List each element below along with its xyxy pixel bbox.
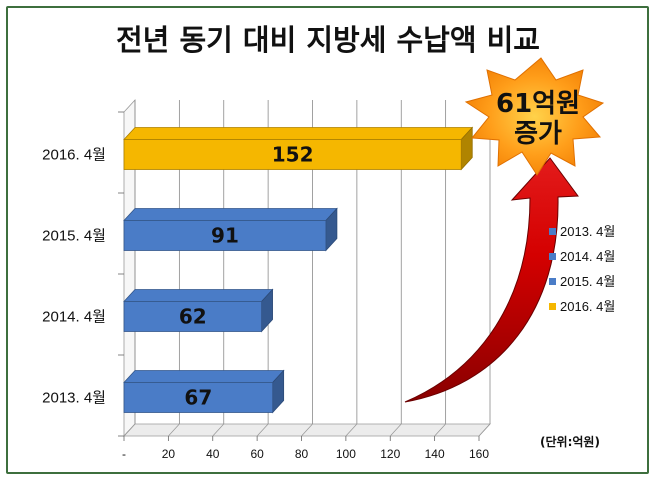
bar bbox=[123, 301, 262, 332]
floor-gridline bbox=[123, 423, 136, 437]
increase-arrow bbox=[404, 157, 579, 403]
floor-gridline bbox=[389, 423, 402, 437]
bars-layer: 67 62 91 152 bbox=[123, 126, 474, 414]
chart-title: 전년 동기 대비 지방세 수납액 비교 bbox=[116, 23, 540, 57]
data-label: 91 bbox=[211, 224, 239, 248]
bar bbox=[123, 382, 274, 413]
x-tick-label: 40 bbox=[206, 447, 220, 461]
annotation-line2: 증가 bbox=[514, 119, 562, 149]
bar-top-face bbox=[123, 289, 274, 302]
floor-gridline bbox=[212, 423, 225, 437]
legend-label: 2014. 4월 bbox=[560, 249, 615, 264]
data-label: 62 bbox=[179, 305, 207, 329]
annotation-line1: 61억원 bbox=[496, 89, 580, 119]
legend-swatch bbox=[549, 228, 556, 235]
x-tick-label: - bbox=[122, 447, 126, 461]
x-tick-label: 160 bbox=[469, 447, 489, 461]
plot-back-wall bbox=[135, 100, 512, 424]
x-tick-label: 80 bbox=[295, 447, 309, 461]
bar bbox=[123, 139, 462, 170]
legend-label: 2016. 4월 bbox=[560, 299, 615, 314]
x-tick-label: 60 bbox=[250, 447, 264, 461]
bar-top-face bbox=[123, 370, 285, 383]
x-tick-label: 140 bbox=[425, 447, 445, 461]
floor-gridline bbox=[434, 423, 446, 437]
floor-gridline bbox=[301, 423, 313, 437]
floor-gridline bbox=[168, 423, 180, 437]
x-tick-label: 120 bbox=[380, 447, 400, 461]
data-label: 152 bbox=[272, 143, 314, 167]
category-label: 2015. 4월 bbox=[42, 228, 106, 245]
legend-label: 2015. 4월 bbox=[560, 274, 615, 289]
x-tick-label: 20 bbox=[162, 447, 176, 461]
legend-swatch bbox=[549, 303, 556, 310]
legend-swatch bbox=[549, 253, 556, 260]
legend: 2013. 4월 2014. 4월 2015. 4월 2016. 4월 bbox=[549, 224, 615, 314]
bar bbox=[123, 220, 327, 251]
data-label: 67 bbox=[184, 386, 212, 410]
legend-label: 2013. 4월 bbox=[560, 224, 615, 239]
x-tick-labels: - 20 40 60 80 100 120 140 160 bbox=[122, 447, 489, 461]
category-label: 2014. 4월 bbox=[42, 309, 106, 326]
category-label: 2013. 4월 bbox=[42, 390, 106, 407]
unit-label: (단위:억원) bbox=[540, 434, 600, 449]
floor-gridline bbox=[345, 423, 358, 437]
starburst-shape bbox=[464, 57, 605, 176]
bar-top-face bbox=[123, 127, 474, 140]
floor-gridline bbox=[478, 423, 491, 437]
category-labels: 2013. 4월 2014. 4월 2015. 4월 2016. 4월 bbox=[42, 147, 106, 407]
category-label: 2016. 4월 bbox=[42, 147, 106, 164]
legend-swatch bbox=[549, 278, 556, 285]
floor-gridline bbox=[256, 423, 269, 437]
grid-layer bbox=[118, 98, 512, 441]
x-tick-label: 100 bbox=[336, 447, 356, 461]
annotation-burst: 61억원 증가 bbox=[464, 57, 605, 176]
bar-top-face bbox=[123, 208, 338, 221]
